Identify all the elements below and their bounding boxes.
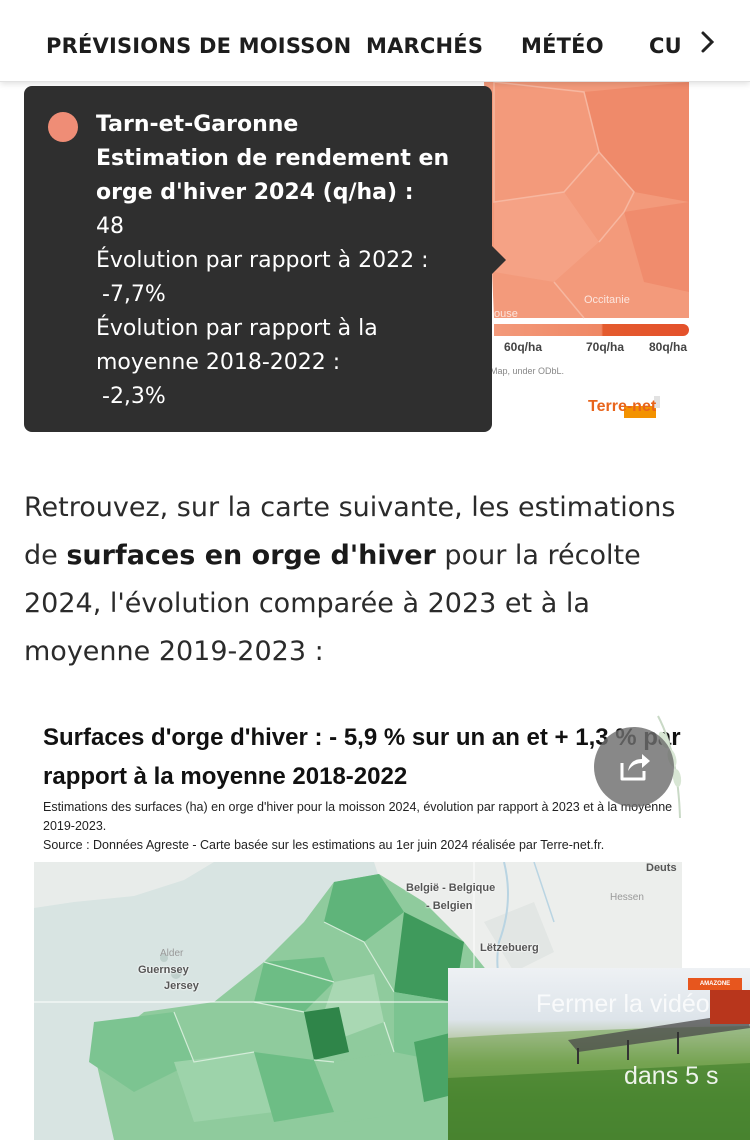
chart-title: Surfaces d'orge d'hiver : - 5,9 % sur un…	[43, 724, 681, 790]
brand-badge: AMAZONE	[688, 978, 742, 990]
map-label-belgien: - Belgien	[426, 900, 473, 912]
map-label-hessen: Hessen	[610, 892, 644, 903]
map-label-jersey: Jersey	[164, 980, 199, 992]
subtitle-line-1: Estimations des surfaces (ha) en orge d'…	[43, 800, 673, 833]
tooltip-evo-2022-label: Évolution par rapport à 2022 :	[96, 248, 429, 273]
chevron-right-icon	[701, 31, 715, 53]
subtitle-line-2: Source : Données Agreste - Carte basée s…	[43, 838, 605, 852]
video-ad-overlay[interactable]: AMAZONE Fermer la vidéo dans 5 s	[448, 968, 750, 1140]
tooltip-value: 48	[96, 214, 124, 239]
map-tooltip: Tarn-et-Garonne Estimation de rendement …	[24, 86, 506, 432]
tooltip-evo-avg-value: -2,3%	[102, 384, 166, 409]
tooltip-arrow	[492, 246, 506, 274]
share-button[interactable]	[594, 727, 674, 807]
map-label-occitanie: Occitanie	[584, 294, 630, 306]
legend-label-70: 70q/ha	[586, 340, 625, 354]
map-label-alderney: Alder	[160, 948, 184, 959]
share-icon	[620, 754, 650, 781]
paragraph-text-start: Retrouvez, sur la carte suivante, les es…	[24, 492, 676, 571]
video-frame	[448, 990, 750, 1140]
nav-item-cultures[interactable]: CU	[649, 34, 682, 58]
nav-next-button[interactable]	[678, 0, 750, 81]
legend-label-80: 80q/ha	[649, 340, 688, 354]
legend-color-bar	[494, 324, 689, 336]
tooltip-evo-avg-label: Évolution par rapport à la moyenne 2018-…	[96, 316, 378, 375]
nav-item-meteo[interactable]: MÉTÉO	[521, 34, 604, 58]
video-close-label[interactable]: Fermer la vidéo	[536, 990, 710, 1018]
map-label-letzebuerg: Lëtzebuerg	[480, 942, 539, 954]
video-countdown: dans 5 s	[624, 1062, 719, 1090]
map-label-belgique: België - Belgique	[406, 882, 496, 894]
chart-subtitle: Estimations des surfaces (ha) en orge d'…	[43, 798, 683, 855]
top-nav: PRÉVISIONS DE MOISSON MARCHÉS MÉTÉO CU	[0, 0, 750, 82]
paragraph-strong: surfaces en orge d'hiver	[66, 540, 436, 571]
map-label-deutschland: Deuts	[646, 862, 677, 874]
map-label-guernsey: Guernsey	[138, 964, 189, 976]
tooltip-metric: Estimation de rendement en orge d'hiver …	[96, 146, 450, 205]
terre-net-logo: Terre-net	[588, 394, 662, 420]
tooltip-region: Tarn-et-Garonne	[96, 112, 299, 137]
nav-item-marches[interactable]: MARCHÉS	[366, 34, 484, 58]
map-label-toulouse: ouse	[494, 308, 518, 320]
article-paragraph: Retrouvez, sur la carte suivante, les es…	[24, 484, 714, 676]
tooltip-evo-2022-value: -7,7%	[102, 282, 166, 307]
series-color-dot	[48, 112, 78, 142]
map-attribution: Map, under ODbL.	[490, 366, 565, 376]
paragraph-text-end: pour la récolte 2024, l'évolution compar…	[24, 540, 641, 667]
nav-item-previsions[interactable]: PRÉVISIONS DE MOISSON	[46, 34, 352, 58]
legend-label-60: 60q/ha	[504, 340, 543, 354]
